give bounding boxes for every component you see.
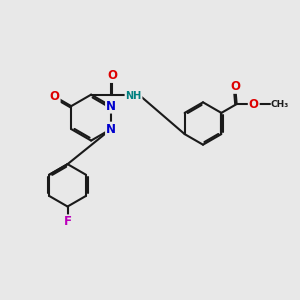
Text: O: O <box>230 80 240 93</box>
Text: O: O <box>107 69 117 82</box>
Text: N: N <box>106 123 116 136</box>
Text: NH: NH <box>125 91 142 101</box>
Text: O: O <box>249 98 259 111</box>
Text: N: N <box>106 100 116 112</box>
Text: CH₃: CH₃ <box>271 100 289 109</box>
Text: O: O <box>50 90 60 103</box>
Text: F: F <box>64 215 72 228</box>
